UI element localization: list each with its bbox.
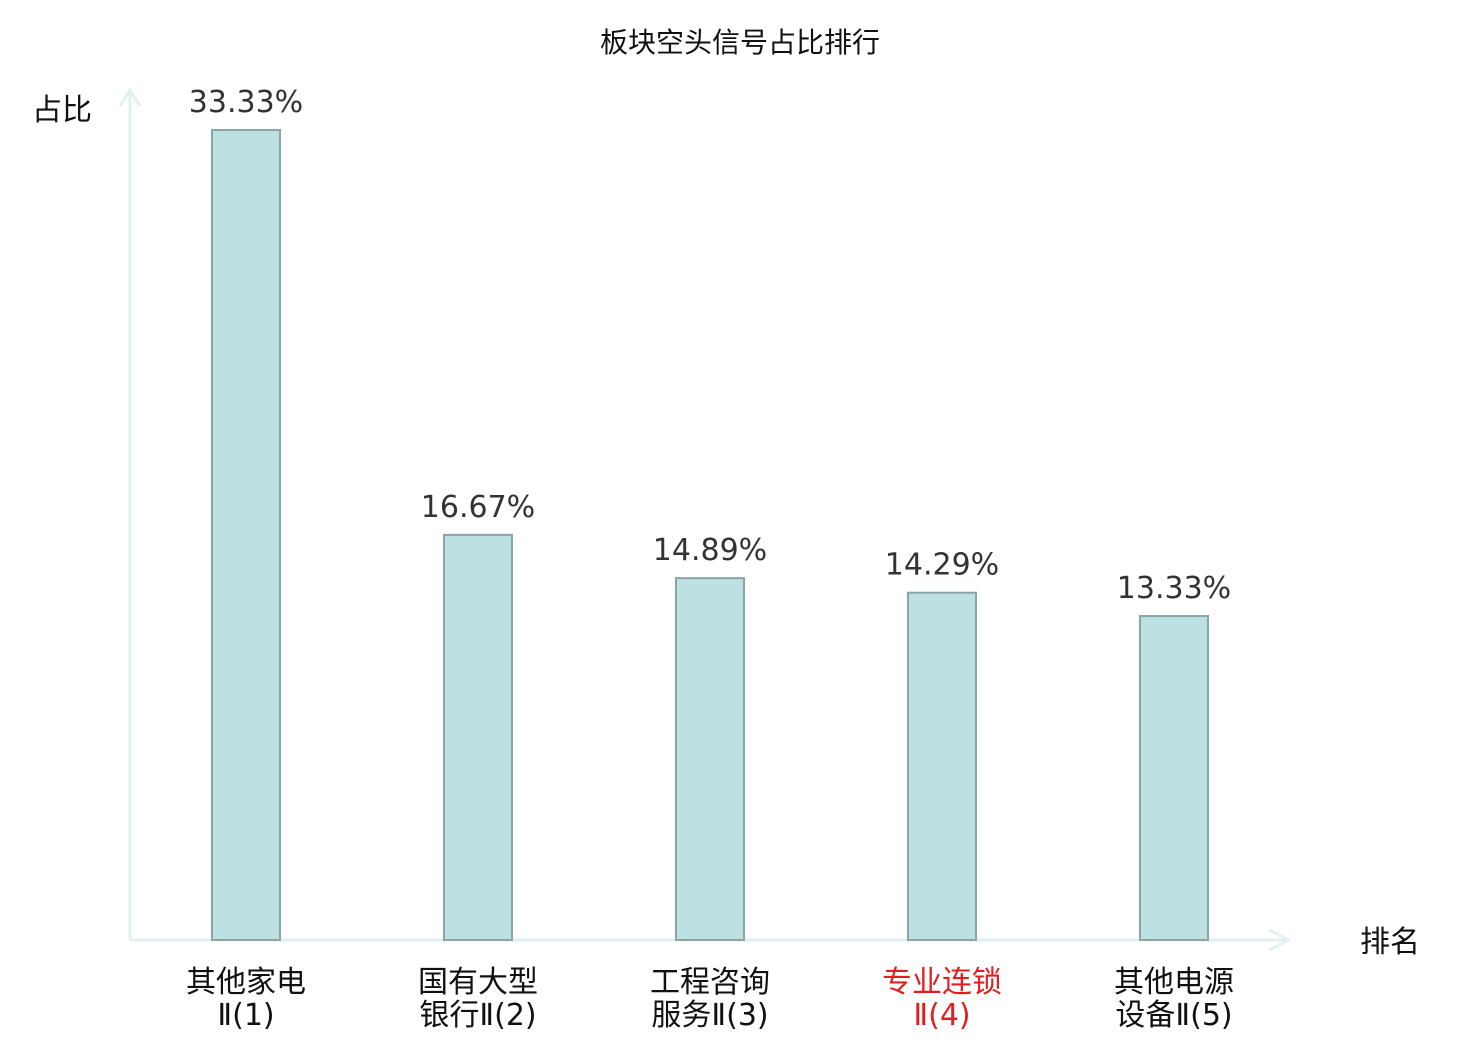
value-label-1: 33.33% [189, 85, 303, 120]
value-label-4: 14.29% [885, 548, 999, 583]
x-axis-arrowhead [1269, 928, 1292, 952]
y-axis-arrowhead [118, 87, 142, 107]
chart-title: 板块空头信号占比排行 [600, 26, 880, 59]
category-label-5-line-1: 其他电源 [1114, 965, 1234, 1000]
value-label-2: 16.67% [421, 490, 535, 525]
category-label-4-line-2: Ⅱ(4) [913, 998, 970, 1033]
bar-5 [1139, 615, 1209, 941]
category-label-4-line-1: 专业连锁 [882, 965, 1002, 1000]
category-label-1-line-1: 其他家电 [186, 965, 306, 1000]
category-label-2-line-2: 银行Ⅱ(2) [419, 998, 536, 1033]
x-axis-label: 排名 [1360, 925, 1420, 960]
bar-2 [443, 533, 513, 941]
value-label-3: 14.89% [653, 533, 767, 568]
bar-3 [675, 577, 745, 942]
bar-1 [211, 129, 281, 941]
category-label-2-line-1: 国有大型 [418, 965, 538, 1000]
category-label-1-line-2: Ⅱ(1) [217, 998, 274, 1033]
category-label-5-line-2: 设备Ⅱ(5) [1115, 998, 1232, 1033]
value-label-5: 13.33% [1117, 571, 1231, 606]
bars-group [211, 129, 1209, 942]
y-axis-label: 占比 [32, 93, 92, 128]
category-label-3-line-2: 服务Ⅱ(3) [651, 998, 768, 1033]
value-labels-group: 33.33% 16.67% 14.89% 14.29% 13.33% [189, 85, 1231, 606]
category-label-3-line-1: 工程咨询 [650, 965, 770, 1000]
bar-4 [907, 591, 977, 941]
